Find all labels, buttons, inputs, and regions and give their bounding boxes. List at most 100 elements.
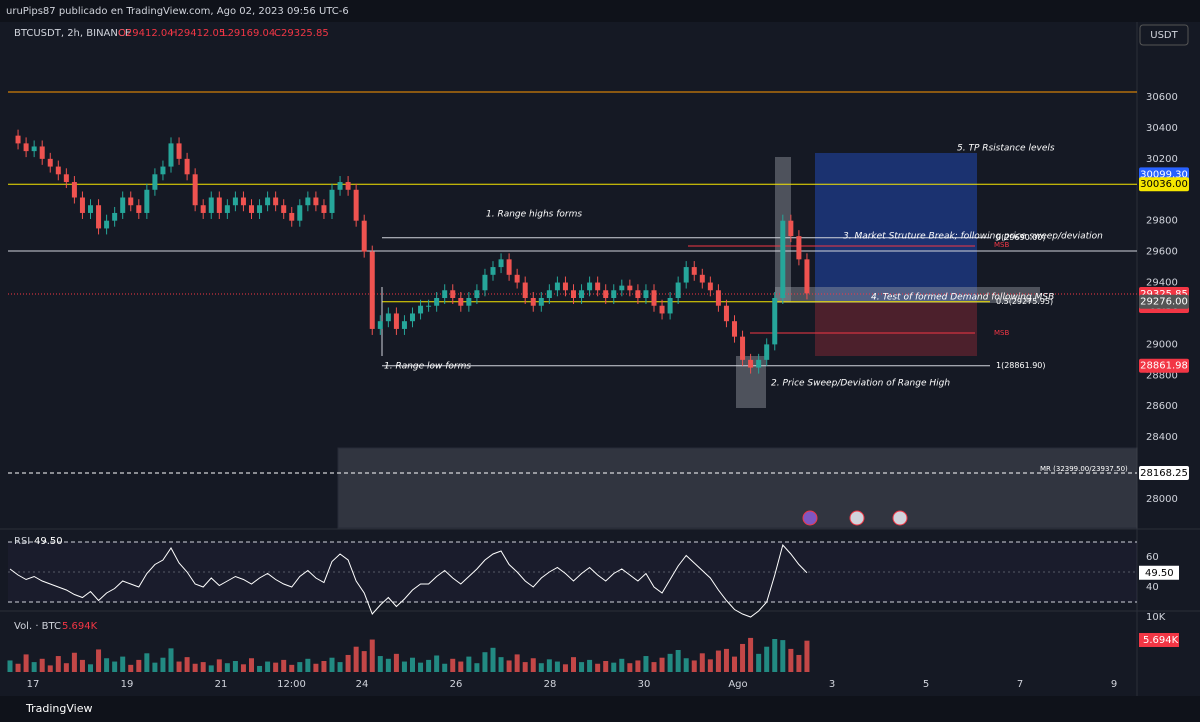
- x-tick-label: 21: [215, 679, 228, 690]
- event-icon[interactable]: [849, 510, 865, 526]
- vol-tag: [1139, 633, 1179, 647]
- candle: [265, 197, 271, 206]
- candle: [530, 298, 536, 306]
- currency-button[interactable]: [1139, 24, 1189, 46]
- candle: [442, 290, 448, 298]
- candle: [313, 197, 319, 206]
- volume-bar: [466, 656, 472, 672]
- volume-bar: [418, 662, 424, 672]
- candle: [136, 205, 142, 213]
- volume-bar: [723, 648, 729, 672]
- candle: [579, 290, 585, 298]
- candle: [748, 359, 754, 368]
- y-tick-label: 29800: [1146, 216, 1178, 227]
- annotation: MR (32399.00/23937.50): [1040, 465, 1128, 473]
- event-icon[interactable]: [892, 510, 908, 526]
- vol-tag-label: 5.694K: [1143, 635, 1179, 646]
- volume-bar: [643, 656, 649, 672]
- volume-bar: [546, 659, 552, 672]
- long-target-box: [815, 153, 977, 302]
- candle: [490, 267, 496, 275]
- volume-bar: [63, 663, 69, 672]
- chart-layer: 30600 30400 30200 29800 29600 29400 29000 28800…: [7, 91, 1189, 690]
- volume-bar: [96, 649, 102, 672]
- rsi-tick-label: 40: [1146, 582, 1159, 593]
- candle: [756, 359, 762, 368]
- volume-bar: [273, 662, 279, 672]
- candle: [522, 282, 528, 298]
- volume-bar: [208, 665, 214, 672]
- candle: [643, 290, 649, 298]
- volume-bar: [691, 660, 697, 672]
- candle: [55, 166, 61, 175]
- x-tick-label: 7: [1017, 679, 1023, 690]
- candle: [426, 305, 432, 307]
- candle: [635, 290, 641, 298]
- volume-bar: [31, 662, 37, 672]
- candle: [224, 205, 230, 213]
- mr-box: [337, 447, 1138, 529]
- x-tick-label: 26: [450, 679, 463, 690]
- volume-bar: [587, 659, 593, 672]
- volume-bar: [732, 656, 737, 672]
- candle: [96, 205, 102, 229]
- price-tag: [1139, 294, 1189, 309]
- y-tick-label: 30600: [1146, 92, 1178, 103]
- y-tick-label: 29600: [1146, 247, 1178, 258]
- currency[interactable]: USDT: [1150, 30, 1178, 41]
- rsi-value: 49.50: [34, 536, 63, 547]
- volume-bar: [361, 651, 367, 672]
- volume-bar: [562, 664, 568, 672]
- candle: [691, 267, 697, 275]
- rsi-tag: [1139, 565, 1179, 580]
- candle: [329, 189, 335, 213]
- annotation: 1. Range low forms: [384, 362, 471, 372]
- candle: [120, 197, 126, 213]
- volume-bar: [434, 655, 440, 672]
- candle: [39, 146, 45, 159]
- candle: [723, 305, 729, 322]
- volume-bar: [216, 659, 222, 672]
- candle: [273, 197, 279, 206]
- candle: [361, 220, 367, 252]
- y-tick-label: 29400: [1146, 278, 1178, 289]
- publisher: uruPips87 publicado en TradingView.com, …: [6, 6, 349, 17]
- candle: [603, 290, 609, 298]
- volume-bar: [780, 640, 786, 672]
- candle: [554, 282, 560, 291]
- candle: [788, 220, 794, 237]
- candle: [144, 189, 150, 213]
- volume-bar: [71, 652, 77, 672]
- vol-title: Vol. · BTC: [14, 621, 61, 632]
- candle: [514, 274, 520, 283]
- candle: [104, 220, 110, 229]
- annotation: 4. Test of formed Demand following MSB: [871, 293, 1054, 303]
- volume-bar: [772, 639, 778, 672]
- candle: [88, 205, 93, 213]
- y-tick-label: 30400: [1146, 123, 1178, 134]
- volume-bar: [579, 662, 585, 672]
- volume-bar: [7, 660, 13, 672]
- y-tick-label: 28000: [1146, 494, 1178, 505]
- volume-bar: [136, 659, 142, 672]
- y-tick-label: 30200: [1146, 154, 1178, 165]
- candle: [168, 143, 174, 167]
- candle: [482, 274, 488, 291]
- price-tag-label: 28861.98: [1140, 361, 1188, 372]
- volume-bar: [128, 664, 134, 672]
- volume-bar: [297, 662, 303, 672]
- candle: [410, 313, 415, 322]
- candle: [232, 197, 238, 206]
- rsi-line: [9, 543, 808, 618]
- candle: [79, 197, 85, 213]
- x-tick-label: 12:00: [277, 679, 306, 690]
- candle: [418, 305, 424, 314]
- event-icon[interactable]: [802, 510, 818, 526]
- volume-bar: [401, 661, 407, 672]
- candle: [240, 197, 246, 206]
- candle: [474, 290, 480, 298]
- volume-bar: [474, 663, 480, 672]
- volume-bar: [240, 664, 246, 672]
- volume-bar: [313, 663, 319, 672]
